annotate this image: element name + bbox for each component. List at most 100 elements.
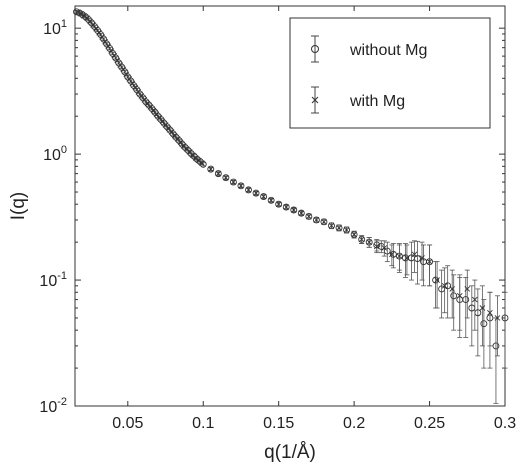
y-tick-label-exponent: -2: [57, 396, 67, 408]
data-point-with-mg: [381, 245, 388, 251]
y-tick-label-exponent: 1: [61, 18, 67, 30]
y-axis-label: I(q): [8, 192, 29, 221]
data-point-without-mg: [245, 186, 252, 194]
data-point-with-mg: [456, 292, 463, 299]
data-point-with-mg: [81, 13, 87, 19]
legend-x-marker: [311, 96, 319, 104]
data-point-with-mg: [126, 76, 133, 82]
data-point-without-mg: [297, 209, 305, 217]
data-point-with-mg: [129, 80, 136, 87]
data-point-with-mg: [245, 187, 252, 193]
data-point-with-mg: [198, 160, 205, 166]
data-point-with-mg: [114, 57, 121, 64]
data-point-without-mg: [267, 196, 275, 204]
data-point-with-mg: [487, 309, 493, 316]
data-point-with-mg: [283, 204, 290, 210]
data-point-without-mg: [106, 45, 114, 52]
data-point-with-mg: [275, 201, 282, 208]
data-point-with-mg: [449, 286, 456, 292]
data-point-with-mg: [441, 283, 448, 289]
data-point-with-mg: [135, 89, 142, 95]
data-point-without-mg: [389, 250, 397, 258]
data-point-without-mg: [237, 182, 245, 190]
data-point-with-mg: [123, 71, 130, 78]
data-point-with-mg: [75, 9, 81, 15]
legend-label-without-mg: without Mg: [349, 42, 427, 59]
y-tick-label-base: 10: [39, 399, 57, 416]
data-point-with-mg: [336, 224, 342, 231]
data-point-with-mg: [366, 239, 373, 245]
data-point-with-mg: [472, 296, 478, 303]
data-point-without-mg: [260, 193, 268, 201]
data-point-without-mg: [112, 54, 120, 62]
data-point-without-mg: [207, 165, 215, 173]
data-point-with-mg: [389, 251, 395, 258]
data-point-without-mg: [432, 276, 440, 284]
data-point-without-mg: [492, 342, 500, 350]
legend-entry-with-mg: with Mg: [311, 86, 405, 114]
series-layer: [73, 8, 509, 404]
data-point-with-mg: [108, 48, 115, 54]
y-tick-label-base: 10: [43, 147, 61, 164]
data-point-without-mg: [450, 292, 458, 300]
data-point-with-mg: [159, 118, 166, 125]
legend-label-with-mg: with Mg: [349, 93, 405, 110]
x-tick-label: 0.25: [414, 415, 445, 432]
y-tick-label: 10-1: [39, 270, 67, 290]
data-point-without-mg: [275, 200, 283, 208]
y-tick-label: 100: [43, 144, 67, 164]
series-with-mg: [75, 9, 501, 357]
legend-circle-marker: [311, 45, 319, 53]
data-point-with-mg: [102, 38, 108, 45]
data-point-with-mg: [298, 210, 305, 216]
data-point-with-mg: [426, 258, 433, 265]
data-point-with-mg: [223, 174, 229, 181]
data-point-with-mg: [464, 286, 471, 292]
y-tick-label-exponent: -1: [57, 270, 67, 282]
y-tick-label-base: 10: [43, 21, 61, 38]
data-point-with-mg: [396, 253, 403, 259]
data-point-with-mg: [96, 29, 102, 36]
data-point-with-mg: [434, 277, 440, 283]
data-point-with-mg: [313, 217, 320, 223]
x-tick-label: 0.05: [112, 415, 143, 432]
data-point-with-mg: [268, 197, 274, 204]
data-point-with-mg: [328, 222, 335, 229]
x-tick-label: 0.15: [263, 415, 294, 432]
data-point-with-mg: [132, 84, 139, 91]
data-point-with-mg: [207, 166, 214, 172]
data-point-without-mg: [222, 174, 230, 182]
data-point-with-mg: [306, 213, 312, 220]
data-point-with-mg: [120, 66, 127, 73]
data-point-with-mg: [141, 96, 148, 103]
data-point-with-mg: [321, 219, 327, 225]
x-axis-label: q(1/Å): [264, 442, 316, 463]
data-point-with-mg: [168, 129, 175, 135]
data-point-without-mg: [462, 296, 470, 304]
data-point-without-mg: [252, 189, 260, 197]
data-point-without-mg: [480, 320, 488, 328]
data-point-with-mg: [230, 179, 237, 185]
data-point-with-mg: [215, 170, 222, 177]
data-point-without-mg: [290, 206, 298, 214]
data-point-with-mg: [373, 243, 380, 250]
data-point-with-mg: [111, 52, 118, 59]
data-point-with-mg: [138, 93, 145, 99]
data-point-without-mg: [121, 68, 129, 76]
data-point-without-mg: [214, 170, 222, 178]
data-point-with-mg: [117, 62, 124, 68]
legend: without Mg with Mg: [289, 17, 491, 129]
data-point-with-mg: [238, 183, 244, 189]
x-tick-label: 0.1: [192, 415, 214, 432]
data-point-with-mg: [404, 255, 410, 261]
data-point-with-mg: [260, 193, 267, 200]
data-point-with-mg: [99, 34, 105, 40]
data-point-with-mg: [479, 305, 486, 311]
data-point-with-mg: [351, 231, 357, 238]
legend-box: [289, 17, 491, 129]
data-point-with-mg: [290, 207, 297, 213]
x-tick-label: 0.3: [494, 415, 516, 432]
data-point-with-mg: [343, 227, 350, 233]
